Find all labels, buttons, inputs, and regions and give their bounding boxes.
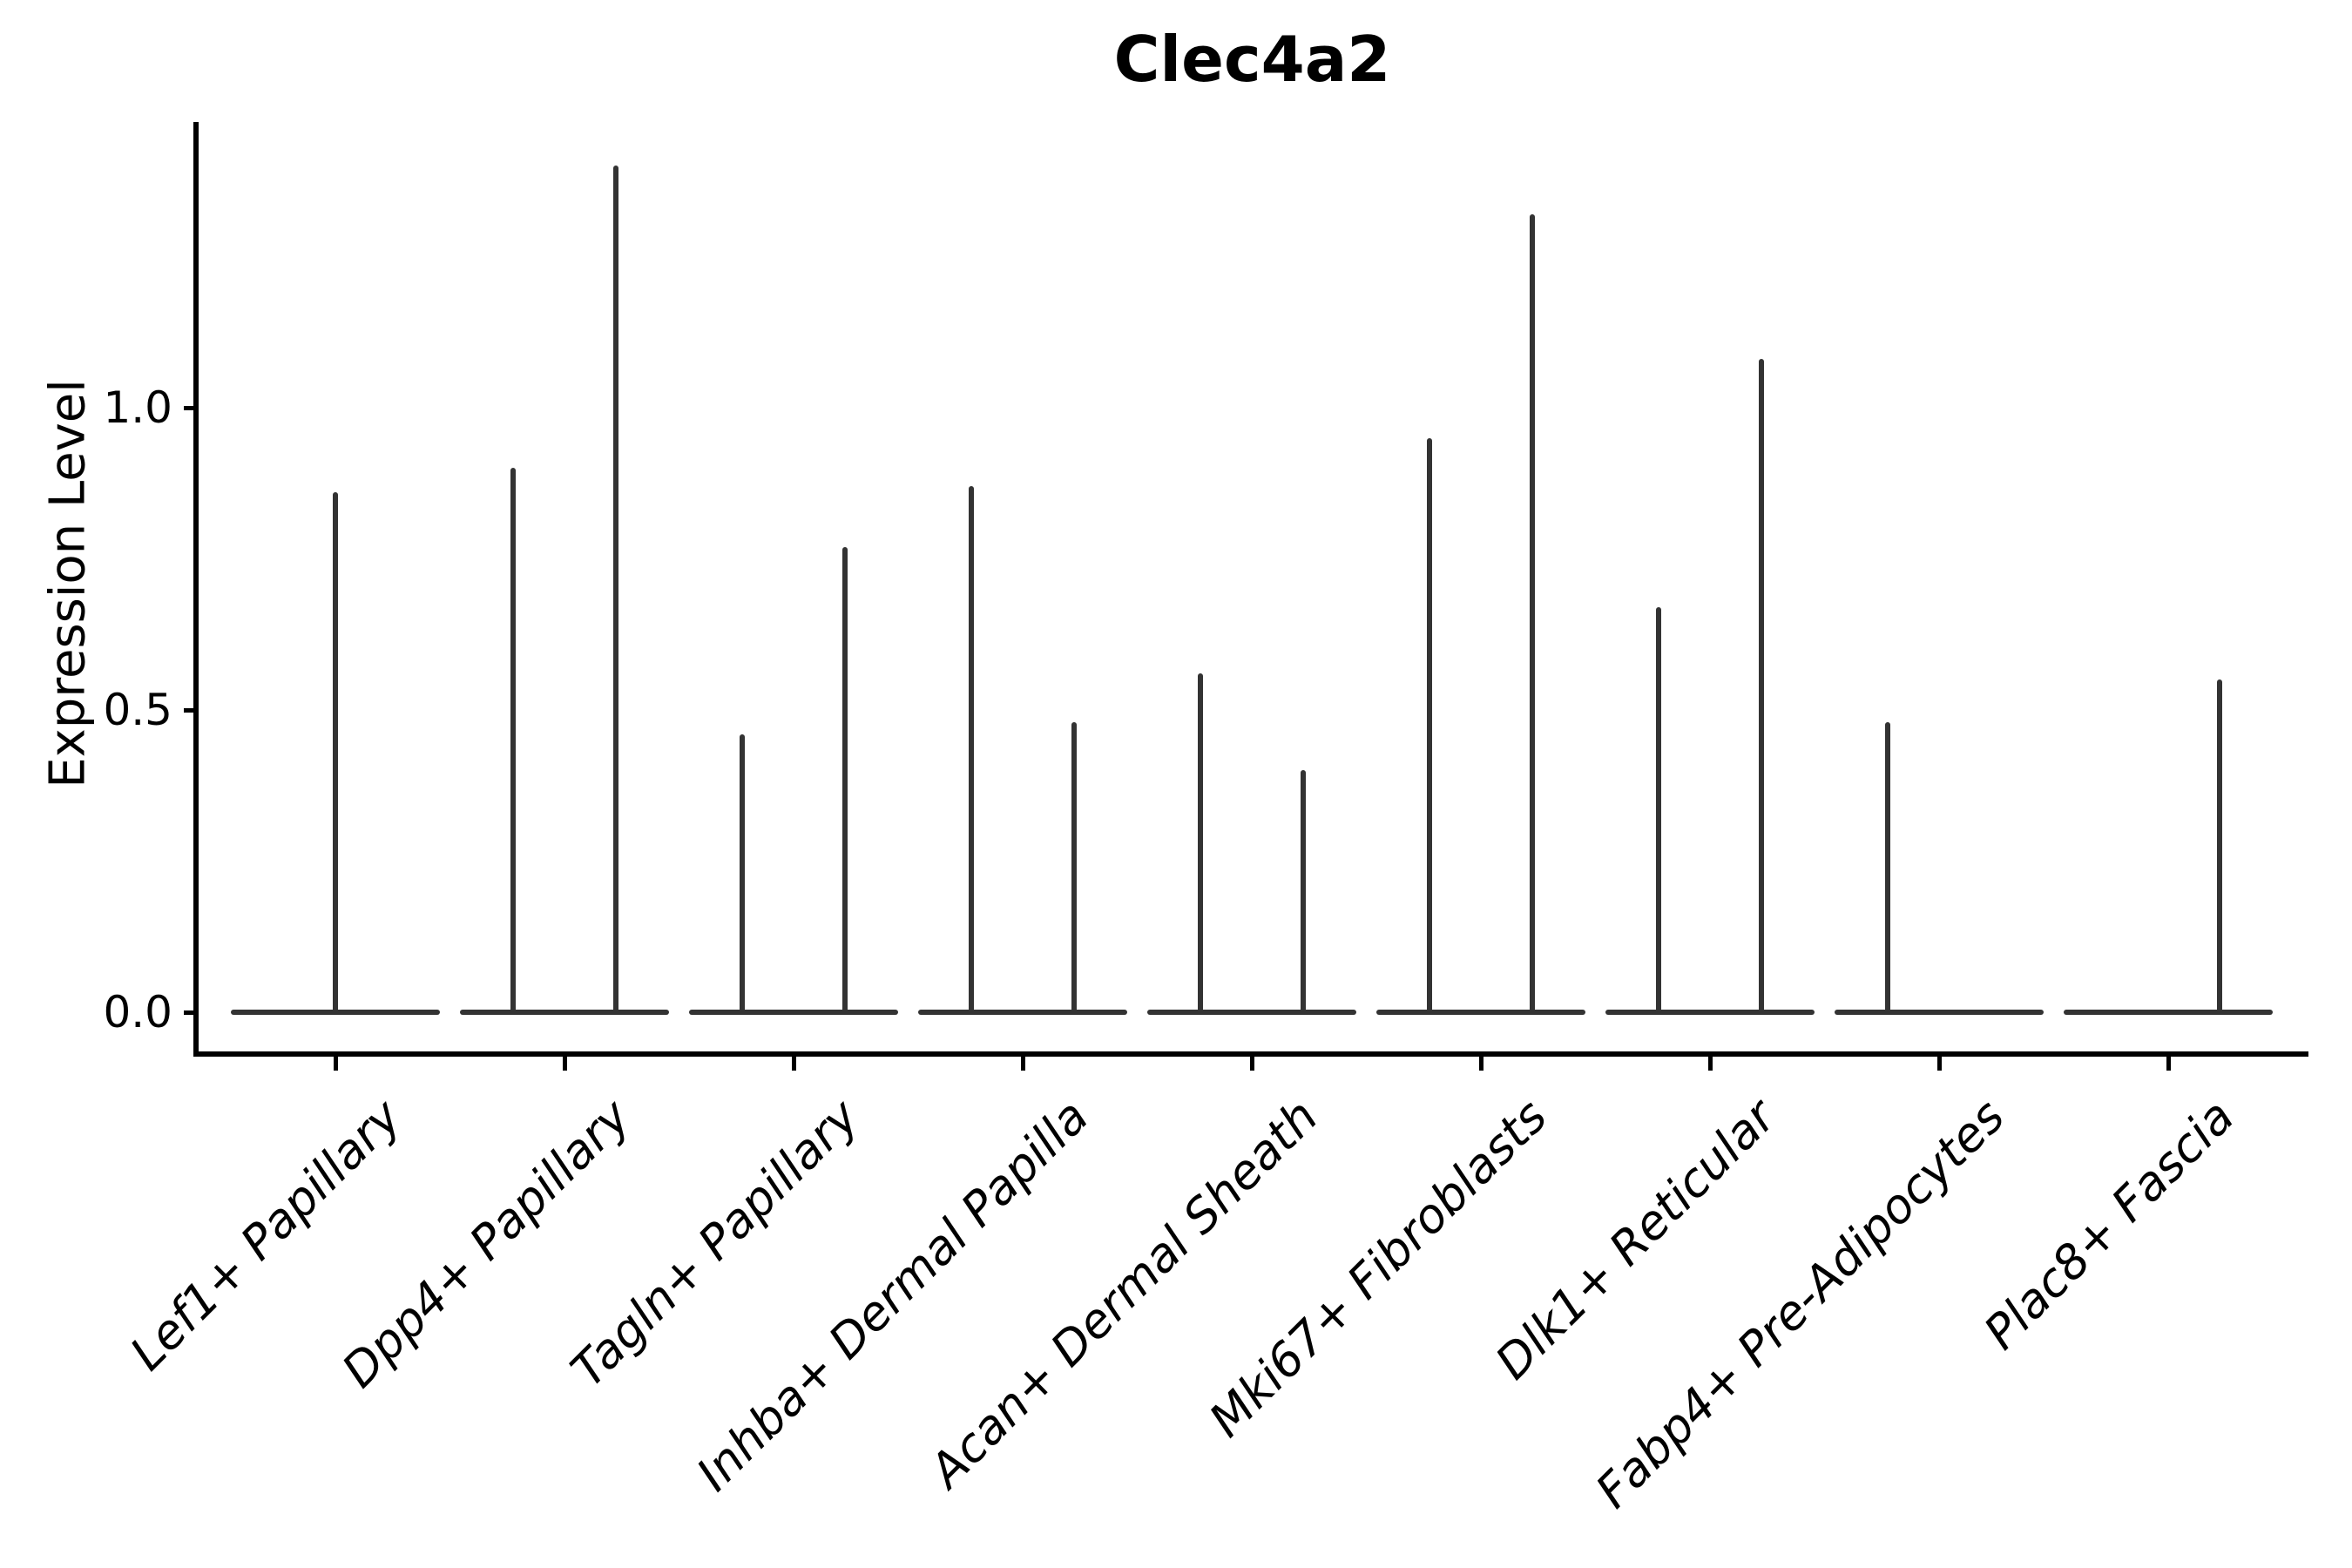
y-tick-mark xyxy=(184,708,196,713)
violin-spike xyxy=(1759,359,1764,1015)
violin-spike xyxy=(969,486,974,1015)
violin-spike xyxy=(1198,673,1203,1015)
violin-spike xyxy=(1530,213,1535,1015)
violin-spike xyxy=(1885,721,1890,1015)
violin-spike xyxy=(510,468,516,1015)
y-axis-spine xyxy=(193,122,199,1057)
x-tick-mark xyxy=(1021,1057,1025,1071)
violin-spike xyxy=(2217,679,2222,1015)
violin-spike xyxy=(333,492,338,1015)
violin-baseline xyxy=(1147,1010,1356,1015)
y-tick-mark xyxy=(184,406,196,410)
violin-spike xyxy=(613,166,618,1015)
violin-spike xyxy=(740,733,745,1015)
violin-baseline xyxy=(460,1010,669,1015)
x-tick-mark xyxy=(1250,1057,1254,1071)
x-tick-mark xyxy=(563,1057,567,1071)
violin-spike xyxy=(842,546,848,1015)
y-tick-mark xyxy=(184,1010,196,1015)
violin-baseline xyxy=(1835,1010,2044,1015)
x-tick-label: Fabp4+ Pre-Adipocytes xyxy=(1585,1088,2016,1519)
y-tick-label: 1.0 xyxy=(103,382,172,433)
violin-baseline xyxy=(918,1010,1127,1015)
violin-spike xyxy=(1071,721,1077,1015)
y-tick-label: 0.0 xyxy=(103,987,172,1037)
violin-baseline xyxy=(2064,1010,2273,1015)
x-tick-label: Inhba+ Dermal Papilla xyxy=(686,1088,1099,1502)
y-tick-label: 0.5 xyxy=(103,685,172,735)
violin-baseline xyxy=(1376,1010,1585,1015)
violin-baseline xyxy=(689,1010,898,1015)
x-axis-spine xyxy=(193,1051,2308,1057)
x-tick-mark xyxy=(2166,1057,2171,1071)
violin-spike xyxy=(1656,607,1661,1015)
x-tick-mark xyxy=(1479,1057,1484,1071)
figure-title: Clec4a2 xyxy=(1113,23,1391,96)
x-tick-mark xyxy=(792,1057,796,1071)
violin-spike xyxy=(1427,437,1432,1015)
x-tick-mark xyxy=(334,1057,338,1071)
x-tick-label: Plac8+ Fascia xyxy=(1973,1088,2245,1361)
violin-spike xyxy=(1301,770,1306,1015)
x-tick-mark xyxy=(1708,1057,1713,1071)
x-tick-label: Acan+ Dermal Sheath xyxy=(918,1088,1328,1498)
x-tick-mark xyxy=(1937,1057,1942,1071)
violin-baseline xyxy=(1605,1010,1815,1015)
